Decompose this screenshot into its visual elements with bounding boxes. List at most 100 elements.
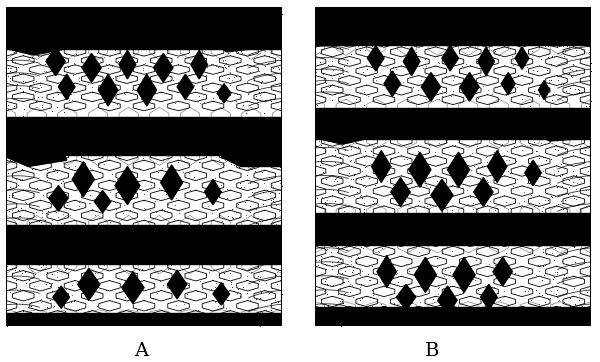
Point	[338, 142, 347, 148]
Point	[541, 262, 550, 268]
Point	[242, 33, 252, 39]
Point	[19, 130, 29, 136]
Bar	[6, 7, 282, 49]
Point	[346, 51, 356, 57]
Point	[202, 64, 212, 70]
Point	[256, 89, 265, 95]
Point	[23, 304, 32, 310]
Point	[541, 14, 551, 20]
Point	[74, 255, 83, 261]
Point	[264, 290, 274, 295]
Point	[550, 194, 560, 199]
Point	[559, 20, 568, 26]
Point	[481, 154, 490, 160]
Point	[350, 109, 359, 115]
Point	[350, 164, 359, 169]
Point	[392, 270, 401, 276]
Point	[179, 298, 188, 304]
Point	[58, 211, 68, 217]
Point	[394, 142, 404, 148]
Point	[558, 206, 568, 211]
Point	[557, 124, 567, 130]
Point	[238, 38, 247, 44]
Point	[183, 300, 193, 306]
Point	[527, 142, 536, 147]
Point	[577, 8, 587, 14]
Point	[30, 15, 40, 21]
Point	[10, 42, 20, 48]
Point	[574, 89, 583, 95]
Point	[462, 165, 472, 171]
Point	[43, 177, 52, 182]
Point	[169, 318, 178, 324]
Point	[433, 59, 442, 65]
Point	[47, 288, 57, 294]
Point	[4, 186, 14, 192]
Point	[358, 184, 368, 189]
Point	[269, 260, 278, 266]
Point	[262, 248, 272, 253]
Point	[13, 215, 23, 221]
Point	[535, 268, 544, 273]
Point	[454, 70, 463, 76]
Point	[367, 51, 377, 57]
Point	[484, 179, 493, 185]
Point	[541, 175, 550, 181]
Point	[19, 113, 28, 118]
Point	[347, 92, 357, 98]
Point	[50, 135, 59, 141]
Point	[175, 210, 184, 216]
Point	[2, 264, 12, 269]
Point	[514, 200, 524, 206]
Point	[254, 257, 263, 262]
Point	[328, 67, 337, 72]
Point	[356, 176, 365, 182]
Point	[121, 193, 131, 199]
Point	[349, 171, 359, 177]
Point	[575, 298, 584, 303]
Point	[251, 220, 261, 226]
Point	[331, 198, 340, 204]
Polygon shape	[46, 47, 65, 76]
Point	[218, 312, 228, 318]
Point	[50, 127, 60, 133]
Polygon shape	[442, 46, 458, 71]
Point	[257, 78, 266, 84]
Point	[6, 57, 16, 63]
Point	[32, 78, 41, 84]
Point	[358, 307, 368, 312]
Point	[352, 259, 361, 265]
Point	[37, 209, 46, 214]
Point	[368, 303, 377, 309]
Point	[329, 178, 339, 184]
Point	[425, 272, 435, 278]
Point	[566, 37, 575, 42]
Point	[321, 80, 331, 86]
Point	[120, 294, 130, 300]
Point	[226, 258, 235, 264]
Point	[264, 152, 274, 157]
Point	[355, 272, 365, 278]
Point	[541, 235, 551, 241]
Point	[416, 77, 426, 83]
Point	[335, 35, 344, 41]
Point	[87, 206, 97, 212]
Point	[373, 55, 383, 60]
Point	[26, 42, 35, 48]
Point	[312, 195, 322, 201]
Point	[61, 191, 71, 197]
Point	[145, 256, 155, 262]
Point	[145, 207, 154, 213]
Point	[226, 279, 236, 285]
Point	[338, 315, 348, 321]
Point	[550, 245, 559, 251]
Point	[112, 192, 121, 198]
Point	[361, 39, 371, 45]
Point	[323, 62, 333, 68]
Point	[462, 187, 472, 193]
Point	[583, 216, 593, 222]
Point	[499, 308, 508, 313]
Point	[227, 225, 237, 231]
Point	[22, 143, 31, 149]
Point	[218, 303, 227, 309]
